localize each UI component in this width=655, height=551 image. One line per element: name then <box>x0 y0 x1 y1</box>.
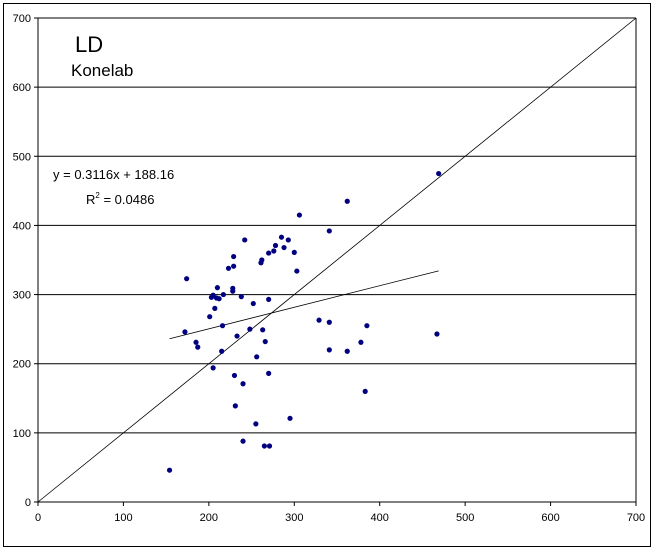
data-point-56 <box>358 339 364 345</box>
data-point-5 <box>207 314 213 320</box>
y-tick-label-700: 700 <box>13 13 31 25</box>
data-point-37 <box>266 250 272 256</box>
data-point-8 <box>210 365 216 371</box>
x-tick-label-700: 700 <box>627 512 645 524</box>
data-point-57 <box>362 388 368 394</box>
x-axis-ticks: 0 100 200 300 400 500 600 700 <box>35 502 645 524</box>
y-tick-label-100: 100 <box>13 428 31 440</box>
x-tick-label-400: 400 <box>371 512 389 524</box>
r-squared-exponent: 2 <box>95 191 100 200</box>
chart-title: LD <box>75 32 103 57</box>
data-point-39 <box>266 296 272 303</box>
data-point-9 <box>212 305 218 311</box>
data-point-21 <box>231 372 238 379</box>
x-tick-label-100: 100 <box>114 512 132 524</box>
data-point-26 <box>240 438 246 444</box>
x-tick-label-200: 200 <box>200 512 218 524</box>
data-point-48 <box>294 268 300 274</box>
trendline <box>169 270 439 340</box>
identity-line <box>37 17 637 503</box>
data-point-16 <box>225 265 232 271</box>
data-point-58 <box>364 323 370 329</box>
data-point-1 <box>184 276 190 282</box>
data-point-33 <box>259 257 265 263</box>
data-point-3 <box>193 339 199 345</box>
x-tick-label-500: 500 <box>456 512 474 524</box>
data-point-59 <box>434 331 440 337</box>
data-point-11 <box>216 296 222 302</box>
data-point-29 <box>250 300 256 307</box>
data-point-20 <box>230 288 236 294</box>
y-tick-label-600: 600 <box>13 82 31 94</box>
data-point-53 <box>326 347 332 353</box>
data-point-28 <box>247 326 253 332</box>
data-point-15 <box>219 323 226 329</box>
data-point-44 <box>281 244 287 251</box>
data-point-55 <box>344 348 350 354</box>
data-point-42 <box>272 242 279 249</box>
data-point-35 <box>261 443 267 449</box>
data-point-60 <box>436 170 442 177</box>
data-points <box>166 170 442 473</box>
data-point-12 <box>214 285 220 291</box>
axes <box>37 18 637 503</box>
data-point-52 <box>326 319 332 325</box>
data-point-46 <box>287 415 293 421</box>
data-point-2 <box>182 329 188 335</box>
data-point-18 <box>231 263 237 269</box>
y-tick-label-200: 200 <box>13 359 31 371</box>
data-point-24 <box>238 294 244 300</box>
r-squared-label: R2 = 0.0486 <box>86 191 154 207</box>
data-point-47 <box>291 249 297 255</box>
data-point-40 <box>266 370 272 376</box>
data-point-49 <box>296 212 303 218</box>
data-point-23 <box>234 333 240 339</box>
data-point-13 <box>219 348 225 354</box>
data-point-38 <box>266 443 273 449</box>
data-point-14 <box>220 291 226 298</box>
y-tick-label-0: 0 <box>25 497 31 509</box>
gridlines <box>38 17 636 434</box>
data-point-17 <box>231 253 237 260</box>
r-squared-prefix: R <box>86 192 95 207</box>
data-point-45 <box>285 237 291 243</box>
data-point-41 <box>271 248 277 254</box>
y-tick-label-300: 300 <box>13 290 31 302</box>
data-point-22 <box>232 403 238 409</box>
x-tick-label-600: 600 <box>541 512 559 524</box>
data-point-51 <box>326 228 332 234</box>
data-point-31 <box>254 354 260 360</box>
chart-subtitle: Konelab <box>71 61 133 80</box>
y-tick-label-500: 500 <box>13 151 31 163</box>
data-point-4 <box>195 344 201 350</box>
data-point-30 <box>253 421 259 427</box>
data-point-0 <box>166 467 173 473</box>
r-squared-value: = 0.0486 <box>100 192 155 207</box>
data-point-54 <box>344 198 350 204</box>
y-tick-label-400: 400 <box>13 220 31 232</box>
data-point-25 <box>240 381 246 387</box>
reference-lines <box>37 17 637 503</box>
data-point-50 <box>316 317 322 323</box>
data-point-43 <box>278 234 285 240</box>
trendline-equation: y = 0.3116x + 188.16 <box>53 167 174 182</box>
x-tick-label-300: 300 <box>285 512 303 524</box>
y-axis-ticks: 0 100 200 300 400 500 600 700 <box>13 13 38 509</box>
data-point-36 <box>262 338 268 345</box>
x-tick-label-0: 0 <box>35 512 41 524</box>
data-point-27 <box>242 237 248 243</box>
data-point-34 <box>260 327 266 333</box>
